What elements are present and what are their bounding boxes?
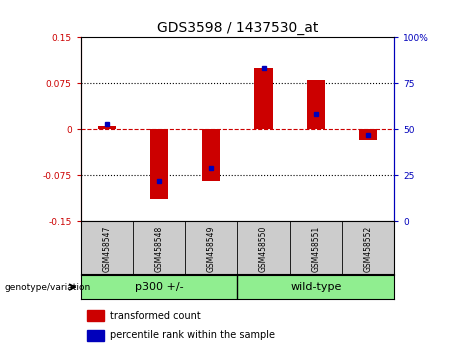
- Text: p300 +/-: p300 +/-: [135, 282, 183, 292]
- Bar: [87, 310, 104, 321]
- Text: GSM458550: GSM458550: [259, 225, 268, 272]
- Text: GSM458552: GSM458552: [364, 225, 372, 272]
- Text: GSM458547: GSM458547: [102, 225, 111, 272]
- Text: GSM458549: GSM458549: [207, 225, 216, 272]
- Bar: [307, 80, 325, 129]
- Title: GDS3598 / 1437530_at: GDS3598 / 1437530_at: [157, 21, 318, 35]
- Text: percentile rank within the sample: percentile rank within the sample: [111, 330, 276, 340]
- Text: genotype/variation: genotype/variation: [5, 282, 91, 292]
- Text: transformed count: transformed count: [111, 311, 201, 321]
- Text: GSM458551: GSM458551: [311, 225, 320, 272]
- Bar: [87, 330, 104, 341]
- Text: GSM458548: GSM458548: [154, 225, 164, 272]
- Bar: [98, 126, 116, 129]
- Bar: [150, 129, 168, 199]
- Text: wild-type: wild-type: [290, 282, 342, 292]
- Bar: [359, 129, 377, 140]
- Bar: [202, 129, 220, 181]
- Bar: [254, 68, 272, 129]
